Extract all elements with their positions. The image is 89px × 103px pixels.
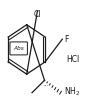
Text: F: F bbox=[64, 35, 68, 44]
Text: HCl: HCl bbox=[66, 55, 80, 64]
FancyBboxPatch shape bbox=[10, 42, 27, 55]
Text: NH$_2$: NH$_2$ bbox=[64, 86, 80, 98]
Text: ...: ... bbox=[44, 82, 49, 87]
Text: Abs: Abs bbox=[13, 46, 24, 51]
Text: Cl: Cl bbox=[34, 10, 41, 19]
